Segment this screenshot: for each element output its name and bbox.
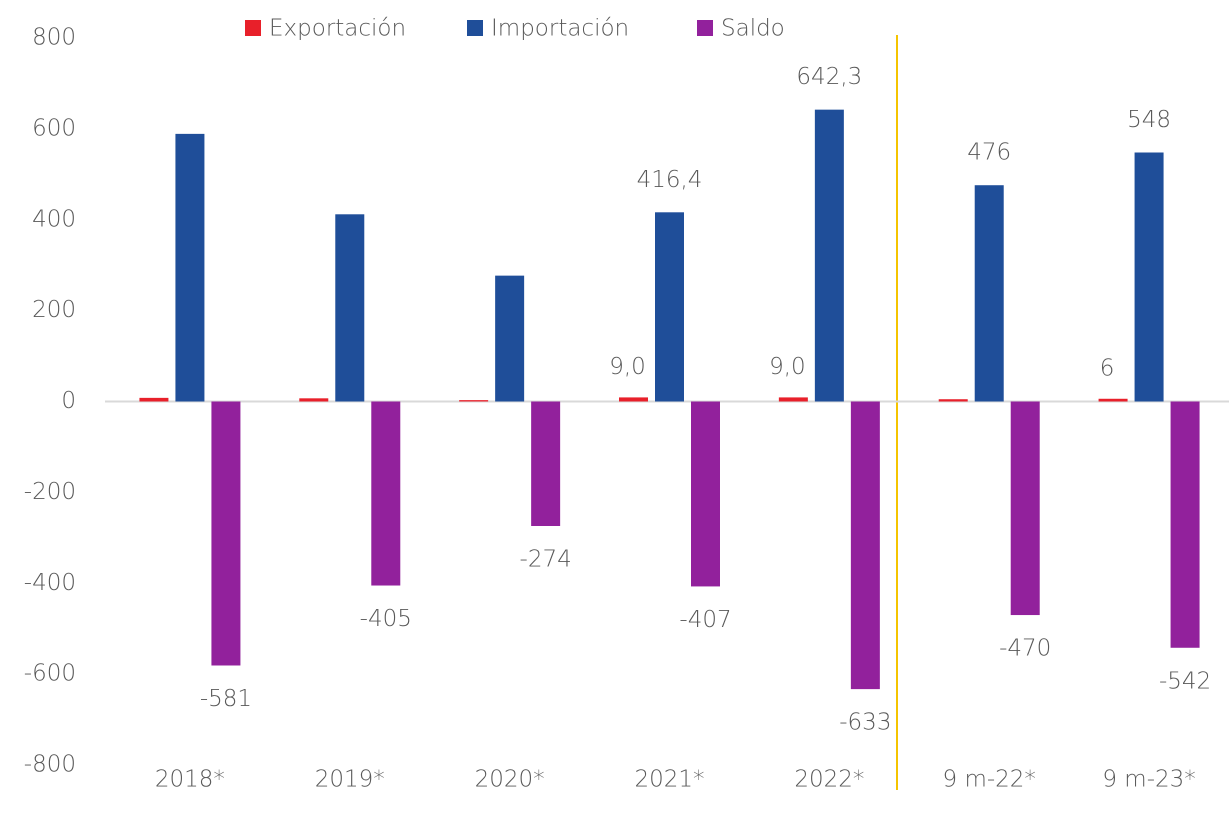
bar [938, 399, 968, 402]
bar [139, 397, 169, 402]
x-tick-label: 2022* [794, 767, 864, 793]
bar [974, 185, 1004, 402]
bar [1170, 401, 1200, 648]
bar [691, 401, 720, 587]
x-tick-label: 9 m-23* [1102, 767, 1195, 793]
data-label: -405 [360, 606, 412, 632]
bar [371, 401, 401, 586]
bar [531, 401, 561, 526]
y-tick-label: 600 [32, 115, 76, 141]
bar [175, 133, 205, 402]
y-tick-label: 800 [32, 25, 76, 51]
bar [655, 212, 684, 402]
data-label: -542 [1159, 668, 1211, 694]
bar [459, 400, 489, 402]
bar [814, 109, 844, 402]
bar [335, 214, 365, 402]
data-label: -633 [839, 710, 891, 736]
x-tick-label: 2019* [315, 767, 385, 793]
legend-swatch [467, 20, 483, 36]
legend-label: Saldo [721, 16, 785, 42]
bar [1098, 398, 1128, 402]
bar [1134, 152, 1164, 402]
bar [1010, 401, 1040, 616]
y-tick-label: -400 [24, 570, 76, 596]
data-label: -274 [520, 546, 572, 572]
x-tick-label: 2018* [155, 767, 225, 793]
legend-label: Importación [491, 16, 629, 42]
bar [619, 397, 648, 402]
bar [778, 397, 808, 402]
data-label: -581 [200, 686, 252, 712]
legend-swatch [697, 20, 713, 36]
legend-swatch [245, 20, 261, 36]
data-label: 9,0 [769, 354, 806, 380]
y-tick-label: 0 [61, 388, 76, 414]
y-tick-label: -600 [24, 661, 76, 687]
data-label: 9,0 [609, 354, 646, 380]
bar [211, 401, 241, 666]
data-label: 6 [1100, 355, 1115, 381]
data-label: 416,4 [637, 167, 703, 193]
y-tick-label: 400 [32, 206, 76, 232]
x-tick-label: 9 m-22* [943, 767, 1036, 793]
x-tick-label: 2021* [634, 767, 704, 793]
y-tick-label: -200 [24, 479, 76, 505]
data-label: 476 [967, 140, 1011, 166]
y-tick-label: -800 [24, 752, 76, 778]
bar [850, 401, 880, 690]
bar [299, 398, 329, 402]
x-tick-label: 2020* [475, 767, 545, 793]
data-label: -470 [999, 636, 1051, 662]
y-tick-label: 200 [32, 297, 76, 323]
legend-label: Exportación [269, 16, 406, 42]
data-label: 642,3 [796, 64, 862, 90]
data-label: -407 [679, 607, 731, 633]
bar [495, 275, 525, 402]
data-label: 548 [1127, 107, 1171, 133]
